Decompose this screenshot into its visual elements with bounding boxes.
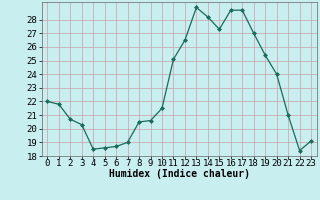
X-axis label: Humidex (Indice chaleur): Humidex (Indice chaleur) [109,169,250,179]
